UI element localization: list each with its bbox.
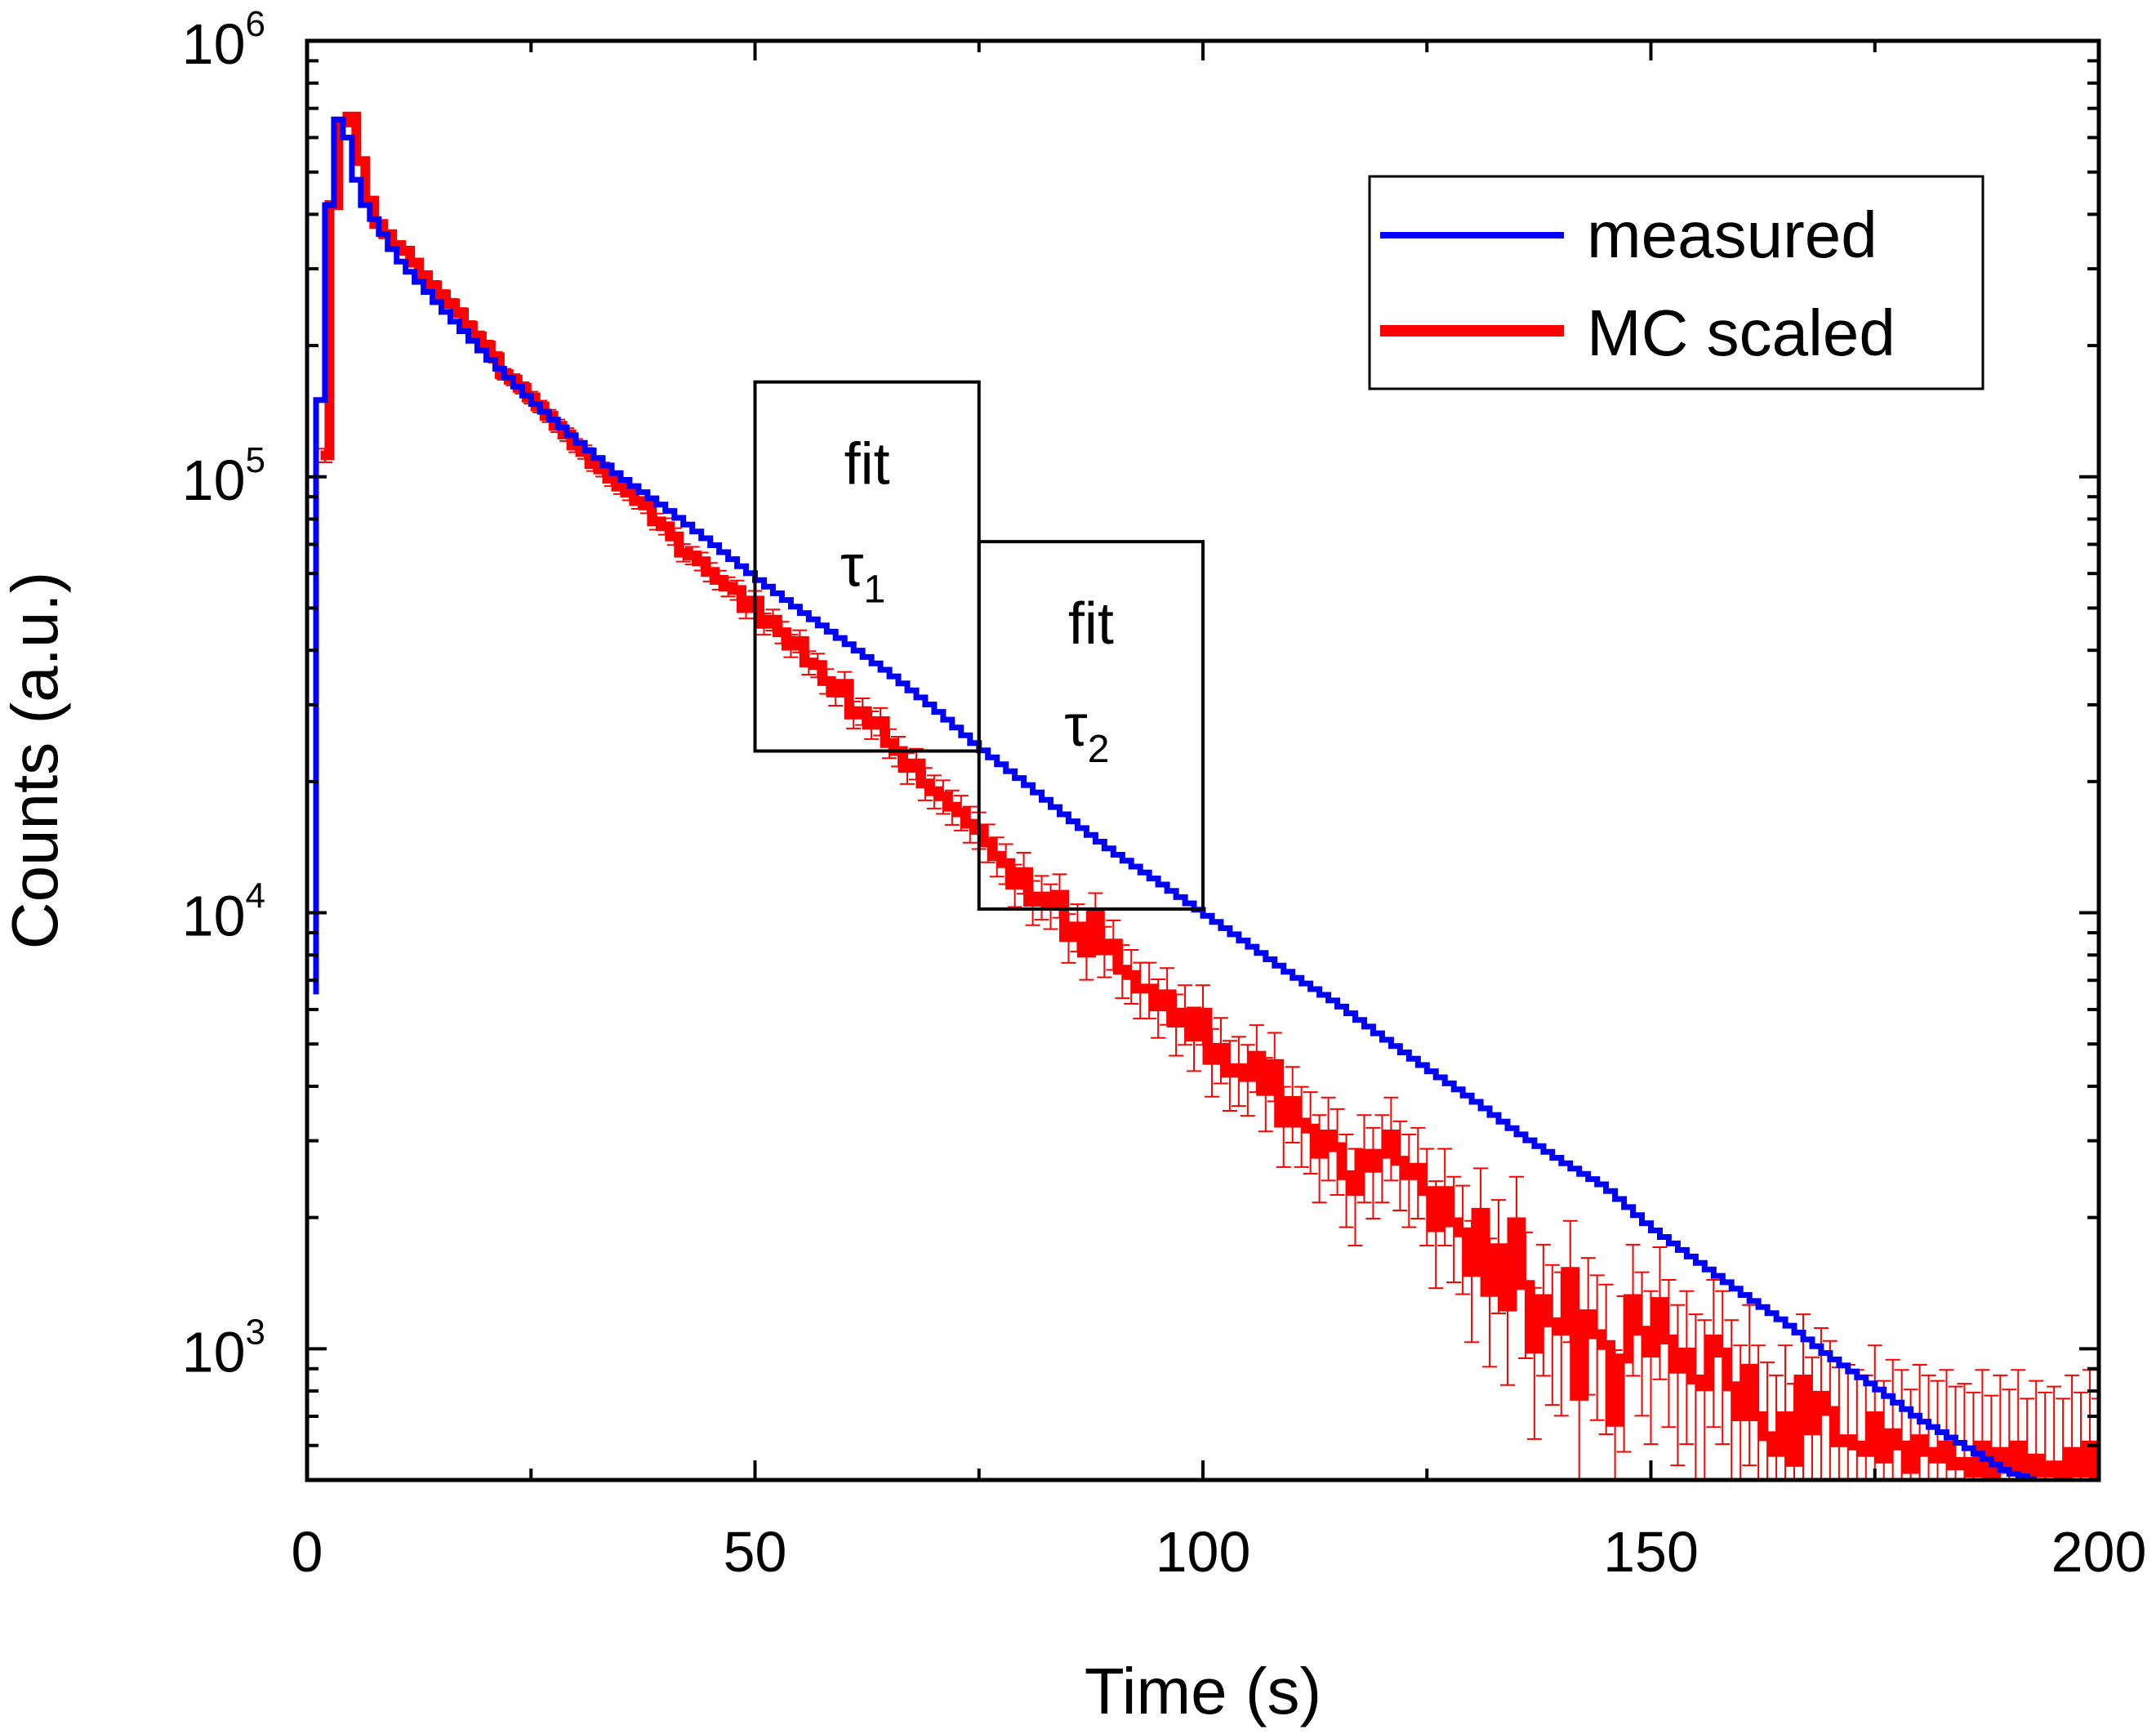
- y-tick-label: 105: [182, 440, 265, 512]
- tau-subscript: 1: [864, 568, 886, 612]
- y-tick-base: 10: [182, 885, 246, 948]
- y-tick-exponent: 4: [246, 876, 265, 916]
- x-tick-label: 150: [1603, 1520, 1699, 1584]
- y-tick-exponent: 5: [246, 440, 265, 480]
- series-mc-scaled: [320, 111, 2099, 1480]
- tau-subscript: 2: [1088, 728, 1110, 771]
- legend: measured MC scaled: [1368, 175, 1984, 390]
- legend-label-mc-scaled: MC scaled: [1587, 296, 1895, 369]
- y-tick-label: 104: [182, 876, 265, 948]
- x-tick-label: 100: [1156, 1520, 1251, 1584]
- series-layer: [313, 111, 2099, 1480]
- fit-tau-label: τ2: [1064, 693, 1109, 771]
- series-measured: [313, 116, 2037, 1480]
- fit-label: fit: [1068, 591, 1114, 657]
- y-tick-base: 10: [182, 12, 246, 76]
- x-tick-label: 200: [2051, 1520, 2147, 1584]
- tau-symbol: τ: [1064, 693, 1087, 759]
- fit-region-box: [977, 540, 1205, 911]
- legend-box: [1368, 175, 1984, 390]
- x-axis-label: Time (s): [1085, 1655, 1321, 1727]
- x-tick-label: 0: [292, 1520, 323, 1584]
- y-tick-exponent: 3: [246, 1312, 265, 1352]
- fit-label: fit: [844, 432, 890, 497]
- x-tick-label: 50: [724, 1520, 787, 1584]
- y-tick-exponent: 6: [246, 4, 265, 44]
- y-tick-label: 103: [182, 1312, 265, 1384]
- y-tick-label: 106: [182, 4, 265, 76]
- tau-symbol: τ: [840, 534, 863, 600]
- y-tick-base: 10: [182, 1320, 246, 1384]
- y-tick-base: 10: [182, 448, 246, 512]
- y-axis-label: Counts (a.u.): [0, 572, 71, 949]
- legend-label-measured: measured: [1587, 198, 1878, 271]
- fit-tau-label: τ1: [840, 534, 885, 612]
